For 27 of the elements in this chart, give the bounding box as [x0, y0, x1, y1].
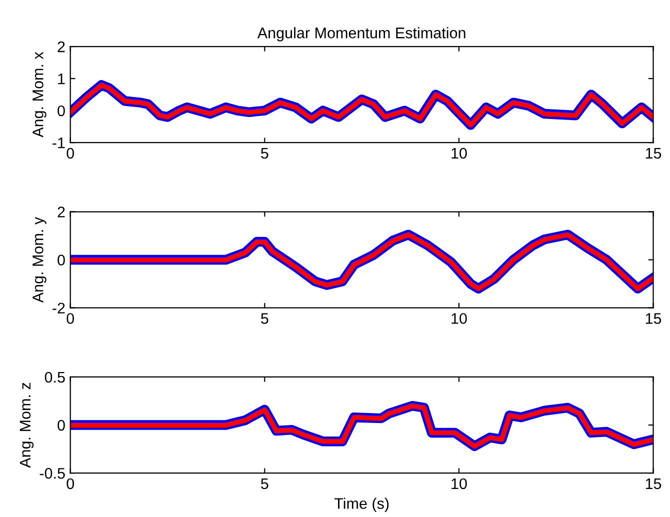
y-tick-label: 0.5: [44, 372, 65, 383]
y-axis-title: Ang. Mom. y: [32, 216, 46, 303]
x-tick-label: 10: [452, 313, 467, 324]
x-tick-label: 5: [261, 478, 268, 490]
x-tick-label: 0: [66, 148, 74, 159]
x-tick-label: 5: [261, 148, 268, 159]
y-tick-label: 0: [58, 420, 65, 431]
y-tick-label: -2: [52, 302, 65, 314]
x-tick-label: 15: [646, 313, 662, 324]
chart-title: Angular Momentum Estimation: [257, 27, 466, 42]
y-tick-label: -1: [52, 138, 65, 148]
x-axis-title: Time (s): [334, 498, 389, 512]
y-tick-label: -0.5: [40, 468, 65, 479]
y-tick-label: 2: [58, 206, 65, 218]
x-tick-label: 0: [66, 478, 74, 490]
x-tick-label: 5: [261, 313, 268, 324]
y-axis-title: Ang. Mom. z: [20, 382, 34, 468]
x-tick-label: 15: [646, 148, 662, 159]
x-tick-label: 10: [452, 478, 467, 490]
y-tick-label: 0: [58, 105, 65, 116]
y-tick-label: 0: [58, 254, 65, 266]
x-tick-label: 0: [66, 313, 74, 324]
y-axis-title: Ang. Mom. x: [32, 52, 46, 138]
x-tick-label: 10: [452, 148, 467, 159]
x-tick-label: 15: [646, 478, 662, 490]
y-tick-label: 2: [58, 41, 65, 52]
y-tick-label: 1: [58, 74, 65, 84]
